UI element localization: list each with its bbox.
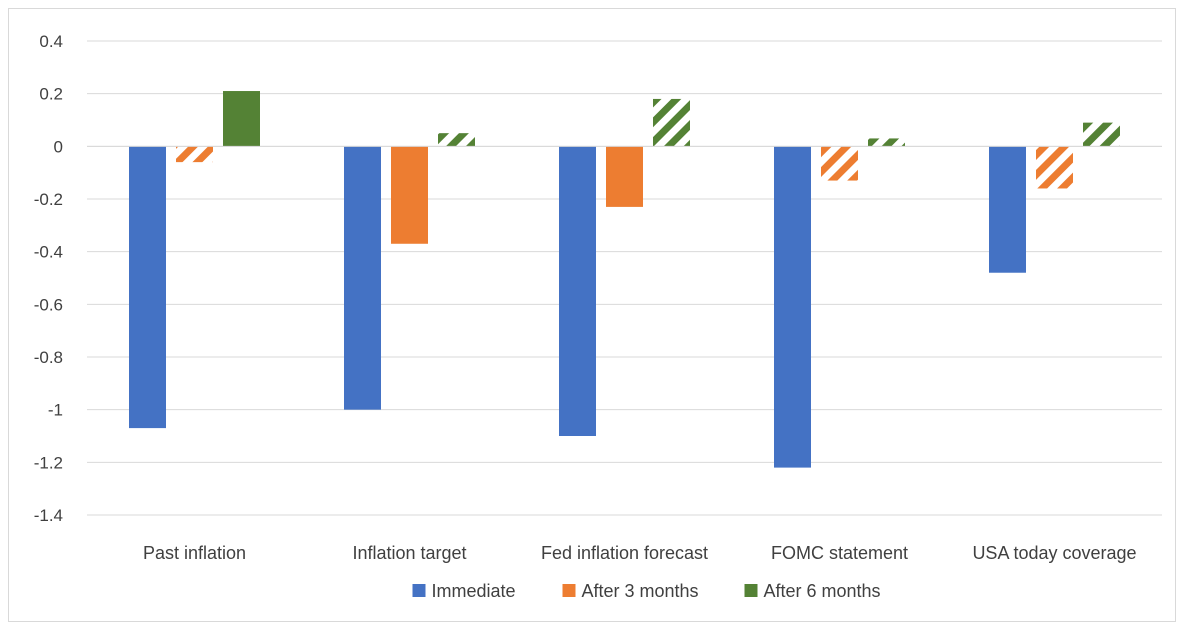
bar-inflation-target-after-3-months: [391, 146, 428, 244]
bar-fomc-statement-immediate: [774, 146, 811, 468]
bar-fed-inflation-forecast-immediate: [559, 146, 596, 437]
legend-swatch-after-3-months: [562, 584, 576, 597]
x-axis: Past inflation Inflation target Fed inflat…: [143, 543, 1137, 563]
legend-swatch-after-6-months: [744, 584, 758, 597]
legend-label-immediate: Immediate: [432, 581, 516, 601]
legend-label-after-6-months: After 6 months: [764, 581, 881, 601]
bar-inflation-target-immediate: [344, 146, 381, 410]
bar-fomc-statement-after-3-months: [821, 146, 858, 181]
bar-inflation-target-after-6-months: [438, 133, 475, 147]
bar-fed-inflation-forecast-after-3-months: [606, 146, 643, 207]
y-tick-label: -1: [48, 401, 63, 420]
x-tick-label: FOMC statement: [771, 543, 908, 563]
legend: Immediate After 3 months After 6 months: [412, 581, 881, 601]
bar-past-inflation-after-3-months: [176, 146, 213, 163]
bar-usa-today-coverage-immediate: [989, 146, 1026, 273]
legend-label-after-3-months: After 3 months: [582, 581, 699, 601]
bar-past-inflation-after-6-months: [223, 91, 260, 147]
bar-usa-today-coverage-after-3-months: [1036, 146, 1073, 189]
bars: [87, 91, 1162, 468]
y-tick-label: -1.2: [34, 453, 63, 472]
y-tick-label: -0.8: [34, 348, 63, 367]
bar-fomc-statement-after-6-months: [868, 138, 905, 147]
y-tick-label: 0.2: [39, 85, 63, 104]
x-tick-label: Fed inflation forecast: [541, 543, 708, 563]
y-tick-label: 0.4: [39, 32, 63, 51]
bar-past-inflation-immediate: [129, 146, 166, 429]
legend-swatch-immediate: [412, 584, 426, 597]
x-tick-label: Past inflation: [143, 543, 246, 563]
y-tick-label: -0.2: [34, 190, 63, 209]
bar-fed-inflation-forecast-after-6-months: [653, 98, 690, 147]
y-tick-label: 0: [54, 137, 63, 156]
bar-usa-today-coverage-after-6-months: [1083, 122, 1120, 147]
chart-frame: 0.4 0.2 0 -0.2 -0.4 -0.6 -0.8 -1 -1.2 -1.4 Past i…: [8, 8, 1176, 622]
bar-chart: 0.4 0.2 0 -0.2 -0.4 -0.6 -0.8 -1 -1.2 -1.4 Past i…: [34, 32, 1162, 601]
y-axis: 0.4 0.2 0 -0.2 -0.4 -0.6 -0.8 -1 -1.2 -1.4: [34, 32, 63, 525]
x-tick-label: USA today coverage: [972, 543, 1136, 563]
y-tick-label: -0.4: [34, 243, 63, 262]
x-tick-label: Inflation target: [352, 543, 466, 563]
y-tick-label: -0.6: [34, 295, 63, 314]
y-tick-label: -1.4: [34, 506, 63, 525]
